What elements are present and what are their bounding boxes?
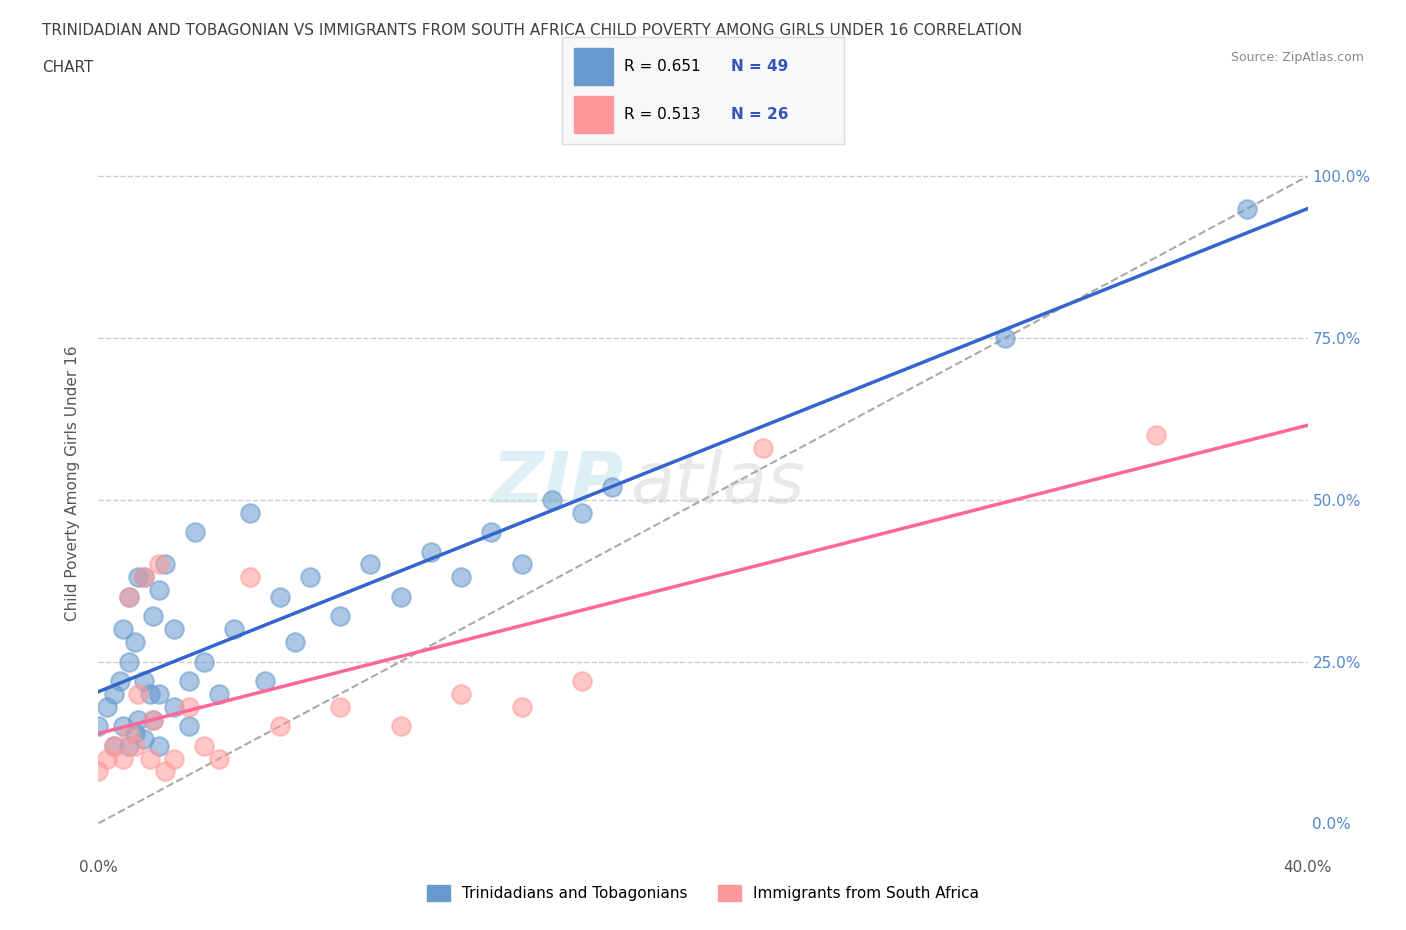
Point bbox=[1144, 428, 1167, 443]
Text: atlas: atlas bbox=[630, 449, 806, 518]
Point bbox=[239, 505, 262, 520]
Point bbox=[87, 719, 110, 734]
Point bbox=[179, 673, 201, 688]
Point bbox=[163, 751, 186, 766]
Point bbox=[132, 570, 155, 585]
Point bbox=[540, 492, 562, 507]
Text: N = 49: N = 49 bbox=[731, 60, 789, 74]
Point bbox=[153, 557, 176, 572]
Point bbox=[103, 738, 125, 753]
Point bbox=[752, 441, 775, 456]
Text: N = 26: N = 26 bbox=[731, 107, 789, 122]
Point bbox=[132, 570, 155, 585]
Point bbox=[179, 699, 201, 714]
Point bbox=[193, 654, 215, 669]
Point bbox=[124, 738, 146, 753]
Point bbox=[510, 557, 533, 572]
Point bbox=[148, 583, 170, 598]
Point bbox=[96, 751, 118, 766]
Y-axis label: Child Poverty Among Girls Under 16: Child Poverty Among Girls Under 16 bbox=[65, 346, 80, 621]
Point bbox=[208, 686, 231, 701]
Point bbox=[96, 699, 118, 714]
Point bbox=[994, 330, 1017, 345]
Point bbox=[571, 505, 593, 520]
Point bbox=[111, 719, 134, 734]
Point bbox=[360, 557, 382, 572]
Point bbox=[1236, 201, 1258, 216]
Point bbox=[163, 699, 186, 714]
Point bbox=[184, 525, 207, 539]
Point bbox=[139, 751, 162, 766]
Text: R = 0.513: R = 0.513 bbox=[624, 107, 700, 122]
Text: Source: ZipAtlas.com: Source: ZipAtlas.com bbox=[1230, 51, 1364, 64]
Point bbox=[239, 570, 262, 585]
Point bbox=[602, 479, 624, 494]
Point bbox=[124, 634, 146, 649]
Point bbox=[153, 764, 176, 779]
Bar bbox=[574, 96, 613, 134]
Point bbox=[103, 738, 125, 753]
Point bbox=[299, 570, 322, 585]
Point bbox=[284, 634, 307, 649]
Point bbox=[127, 686, 149, 701]
Point bbox=[127, 570, 149, 585]
Point bbox=[253, 673, 276, 688]
Point bbox=[193, 738, 215, 753]
Point bbox=[329, 699, 352, 714]
Point bbox=[450, 570, 472, 585]
Point bbox=[329, 609, 352, 624]
Point bbox=[118, 738, 141, 753]
Point bbox=[118, 590, 141, 604]
Point bbox=[111, 751, 134, 766]
Point bbox=[148, 557, 170, 572]
Point bbox=[148, 738, 170, 753]
Text: CHART: CHART bbox=[42, 60, 94, 75]
Point bbox=[103, 686, 125, 701]
Point bbox=[132, 673, 155, 688]
Text: ZIP: ZIP bbox=[492, 449, 624, 518]
Point bbox=[389, 719, 412, 734]
Point bbox=[571, 673, 593, 688]
Point bbox=[481, 525, 503, 539]
Point bbox=[118, 725, 141, 740]
Point bbox=[420, 544, 443, 559]
Point bbox=[269, 590, 291, 604]
Point bbox=[163, 622, 186, 637]
Point bbox=[87, 764, 110, 779]
Point bbox=[269, 719, 291, 734]
Point bbox=[389, 590, 412, 604]
Point bbox=[127, 712, 149, 727]
Point bbox=[118, 590, 141, 604]
Point bbox=[142, 712, 165, 727]
Point bbox=[118, 654, 141, 669]
Point bbox=[108, 673, 131, 688]
Point bbox=[179, 719, 201, 734]
Legend: Trinidadians and Tobagonians, Immigrants from South Africa: Trinidadians and Tobagonians, Immigrants… bbox=[420, 879, 986, 908]
Point bbox=[208, 751, 231, 766]
Point bbox=[124, 725, 146, 740]
Point bbox=[510, 699, 533, 714]
Bar bbox=[574, 48, 613, 86]
Point bbox=[142, 609, 165, 624]
Text: R = 0.651: R = 0.651 bbox=[624, 60, 700, 74]
Point bbox=[132, 732, 155, 747]
Point bbox=[111, 622, 134, 637]
Point bbox=[224, 622, 246, 637]
Point bbox=[450, 686, 472, 701]
Text: TRINIDADIAN AND TOBAGONIAN VS IMMIGRANTS FROM SOUTH AFRICA CHILD POVERTY AMONG G: TRINIDADIAN AND TOBAGONIAN VS IMMIGRANTS… bbox=[42, 23, 1022, 38]
Point bbox=[148, 686, 170, 701]
Point bbox=[139, 686, 162, 701]
Point bbox=[142, 712, 165, 727]
